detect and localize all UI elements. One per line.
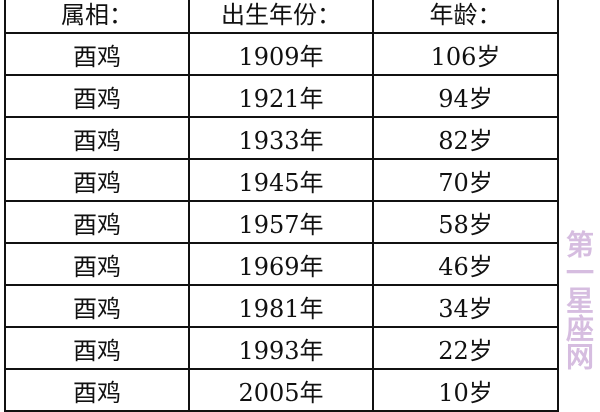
zodiac-cell: 酉鸡 (4, 200, 190, 244)
zodiac-cell: 酉鸡 (4, 326, 190, 370)
zodiac-cell: 酉鸡 (4, 242, 190, 286)
age-cell: 70岁 (372, 158, 559, 202)
birth-year-cell: 1957年 (188, 200, 374, 244)
table-row: 酉鸡 1909年 106岁 (4, 32, 559, 76)
header-birth-year: 出生年份： (188, 0, 374, 34)
birth-year-cell: 1945年 (188, 158, 374, 202)
age-cell: 22岁 (372, 326, 559, 370)
header-row: 属相： 出生年份： 年龄： (4, 0, 559, 34)
table-row: 酉鸡 1981年 34岁 (4, 284, 559, 328)
zodiac-cell: 酉鸡 (4, 116, 190, 160)
birth-year-cell: 1921年 (188, 74, 374, 118)
zodiac-cell: 酉鸡 (4, 32, 190, 76)
table-row: 酉鸡 1957年 58岁 (4, 200, 559, 244)
age-cell: 46岁 (372, 242, 559, 286)
table-row: 酉鸡 1945年 70岁 (4, 158, 559, 202)
birth-year-cell: 2005年 (188, 368, 374, 412)
zodiac-age-table: 属相： 出生年份： 年龄： 酉鸡 1909年 106岁 酉鸡 1921年 94岁 酉鸡 193… (4, 0, 559, 412)
age-cell: 82岁 (372, 116, 559, 160)
table-row: 酉鸡 2005年 10岁 (4, 368, 559, 412)
table-row: 酉鸡 1921年 94岁 (4, 74, 559, 118)
table-body: 酉鸡 1909年 106岁 酉鸡 1921年 94岁 酉鸡 1933年 82岁 酉鸡 1945年 70… (4, 32, 559, 412)
table-row: 酉鸡 1993年 22岁 (4, 326, 559, 370)
birth-year-cell: 1969年 (188, 242, 374, 286)
age-cell: 58岁 (372, 200, 559, 244)
age-cell: 34岁 (372, 284, 559, 328)
watermark-logo: 第一星座网 (562, 230, 595, 370)
zodiac-cell: 酉鸡 (4, 284, 190, 328)
birth-year-cell: 1981年 (188, 284, 374, 328)
zodiac-cell: 酉鸡 (4, 74, 190, 118)
table-row: 酉鸡 1933年 82岁 (4, 116, 559, 160)
birth-year-cell: 1909年 (188, 32, 374, 76)
birth-year-cell: 1993年 (188, 326, 374, 370)
zodiac-cell: 酉鸡 (4, 158, 190, 202)
birth-year-cell: 1933年 (188, 116, 374, 160)
header-zodiac: 属相： (4, 0, 190, 34)
table-row: 酉鸡 1969年 46岁 (4, 242, 559, 286)
age-cell: 94岁 (372, 74, 559, 118)
header-age: 年龄： (372, 0, 559, 34)
age-cell: 106岁 (372, 32, 559, 76)
zodiac-cell: 酉鸡 (4, 368, 190, 412)
age-cell: 10岁 (372, 368, 559, 412)
